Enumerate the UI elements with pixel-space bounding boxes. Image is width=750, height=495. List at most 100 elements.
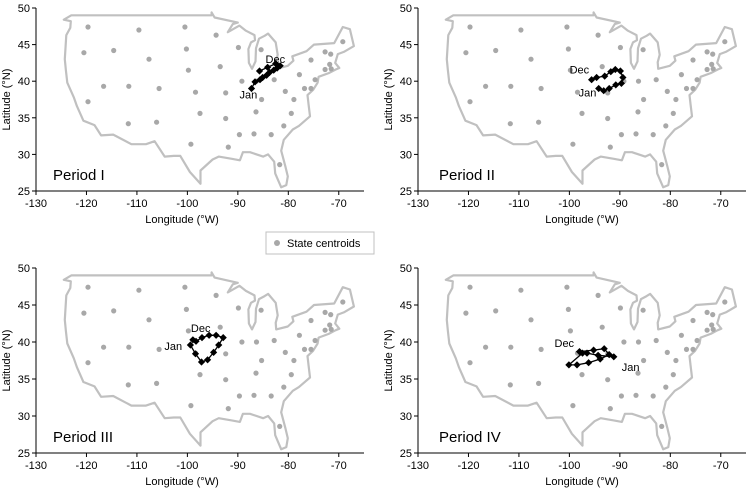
state-centroid-point <box>663 123 669 129</box>
state-centroid-point <box>277 162 283 168</box>
state-centroid-point <box>467 99 473 105</box>
state-centroid-point <box>518 27 524 33</box>
state-centroid-point <box>225 406 231 412</box>
state-centroid-point <box>641 357 647 364</box>
y-tick-label: 50 <box>18 3 30 15</box>
state-centroid-point <box>281 384 287 390</box>
state-centroid-point <box>239 339 245 345</box>
monthly-centroid-point <box>612 81 620 89</box>
state-centroid-point <box>268 393 274 399</box>
state-centroid-point <box>192 89 199 95</box>
state-centroid-point <box>670 372 676 378</box>
x-tick-label: -70 <box>713 198 729 210</box>
state-centroid-point <box>635 339 642 345</box>
x-tick-label: -110 <box>508 198 529 210</box>
state-centroid-point <box>710 66 716 72</box>
state-centroid-point <box>463 310 469 316</box>
y-tick-label: 40 <box>400 337 412 349</box>
x-tick-label: -80 <box>280 198 296 210</box>
state-centroid-point <box>528 317 534 323</box>
state-centroid-point <box>291 96 297 103</box>
state-centroid-point <box>618 132 625 138</box>
state-centroid-point <box>536 119 542 125</box>
state-centroid-point <box>126 83 132 89</box>
state-centroid-point <box>154 119 160 125</box>
state-centroid-point <box>183 306 189 312</box>
us-map-outline <box>444 271 737 451</box>
state-centroid-point <box>673 96 679 103</box>
period-label: Period IV <box>439 429 501 446</box>
state-centroid-point <box>258 307 264 313</box>
state-centroid-point <box>327 322 333 328</box>
state-centroid-point <box>235 44 241 51</box>
state-centroid-point <box>621 339 627 345</box>
state-centroid-point <box>340 299 346 305</box>
state-centroid-point <box>259 96 265 103</box>
state-centroid-point <box>678 332 685 338</box>
state-centroid-point <box>518 287 524 293</box>
state-centroid-point <box>253 339 260 345</box>
state-centroid-point <box>570 141 576 147</box>
state-centroid-point <box>236 132 242 138</box>
state-centroid-point <box>111 308 117 314</box>
state-centroid-point <box>617 44 624 51</box>
state-centroid-point <box>641 96 647 103</box>
state-centroid-point <box>125 382 131 388</box>
state-centroid-point <box>253 109 259 115</box>
state-centroid-point <box>567 67 574 73</box>
x-tick-label: -110 <box>508 460 529 472</box>
jan-label: Jan <box>579 88 597 100</box>
x-tick-label: -70 <box>713 460 729 472</box>
state-centroid-point <box>493 308 499 314</box>
x-tick-label: -100 <box>176 460 198 472</box>
state-centroid-point <box>579 110 585 116</box>
x-tick-label: -80 <box>280 460 296 472</box>
state-centroid-point <box>217 324 223 330</box>
x-tick-label: -120 <box>75 198 97 210</box>
period-label: Period I <box>53 167 105 184</box>
state-centroid-point <box>328 66 334 72</box>
state-centroid-point <box>322 309 328 315</box>
state-centroid-point <box>85 284 91 290</box>
state-centroid-point <box>328 326 334 332</box>
state-centroid-point <box>567 328 574 334</box>
state-centroid-point <box>635 109 641 115</box>
x-tick-label: -80 <box>662 198 678 210</box>
state-centroid-point <box>595 32 601 38</box>
state-centroid-point <box>235 305 241 311</box>
y-axis-title: Latitude (°N) <box>383 69 395 131</box>
state-centroid-point <box>690 57 696 63</box>
y-axis-title: Latitude (°N) <box>383 330 395 392</box>
us-map-outline <box>62 271 355 451</box>
state-centroid-point <box>156 85 162 92</box>
state-centroid-point <box>659 162 665 168</box>
state-centroid-point <box>217 64 223 70</box>
state-centroid-point <box>605 377 611 383</box>
state-centroid-point <box>101 83 107 89</box>
state-centroid-point <box>288 110 294 116</box>
state-centroid-point <box>85 24 91 30</box>
state-centroid-point <box>223 115 229 122</box>
legend-label: State centroids <box>287 238 361 250</box>
state-centroid-point <box>664 349 670 355</box>
x-tick-label: -70 <box>331 198 347 210</box>
monthly-centroid-point <box>590 346 598 354</box>
state-centroid-point <box>258 47 264 53</box>
x-axis-title: Longitude (°W) <box>145 476 219 488</box>
state-centroid-point <box>251 131 257 137</box>
state-centroid-point <box>709 61 715 67</box>
state-centroid-point <box>308 85 314 92</box>
x-tick-label: -70 <box>331 460 347 472</box>
state-centroid-point <box>288 372 294 378</box>
state-centroid-point <box>251 392 257 398</box>
state-centroid-point <box>146 317 152 323</box>
state-centroid-point <box>704 309 710 315</box>
x-tick-label: -130 <box>25 198 47 210</box>
chart-panel-period-iv: 25 30 35 40 45 50 -130 -120 -110 -100 -90 -80 -70 Lon… <box>383 263 746 488</box>
state-centroid-point <box>683 346 690 352</box>
legend: State centroids <box>265 231 375 255</box>
legend-centroid-marker <box>274 240 280 246</box>
x-tick-label: -80 <box>662 460 678 472</box>
state-centroid-point <box>185 328 191 334</box>
